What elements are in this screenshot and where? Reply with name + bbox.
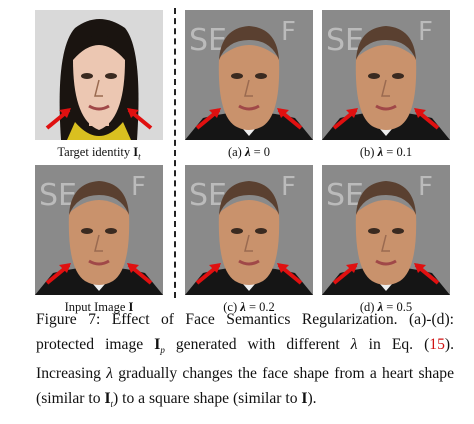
caption-symbol: λ — [106, 365, 113, 383]
dashed-separator — [174, 8, 176, 298]
caption: Figure 7: Effect of Face Semantics Regul… — [36, 308, 454, 416]
panel-label: (c) λ = 0.2 — [174, 300, 324, 315]
caption-text: gradually changes the face shape from a … — [36, 365, 454, 407]
caption-symbol: λ — [350, 335, 358, 353]
label-text: = 0.5 — [383, 300, 413, 314]
caption-text: in Eq. ( — [357, 335, 430, 353]
panel-label: (b) λ = 0.1 — [311, 145, 461, 160]
label-text: (d) — [359, 300, 378, 314]
label-symbol: λ — [240, 300, 246, 314]
svg-text:F: F — [281, 17, 296, 47]
label-text: = 0.1 — [383, 145, 413, 159]
face-photo — [35, 10, 163, 140]
caption-text: ). Increasing — [36, 335, 454, 383]
caption-symbol: I — [104, 389, 111, 407]
label-subscript: t — [138, 151, 141, 162]
caption-text: ) to a square shape (similar to — [113, 389, 302, 407]
label-symbol: λ — [244, 145, 251, 159]
caption-subscript: t — [110, 398, 114, 409]
label-text: = 0 — [250, 145, 271, 159]
panel-label: (a) λ = 0 — [174, 145, 324, 160]
label-text: (b) — [359, 145, 378, 159]
label-text: Target identity — [57, 145, 134, 159]
panel-label: Target identity It — [24, 145, 174, 162]
label-text: Input Image — [64, 300, 129, 314]
face-photo: SE F — [322, 165, 450, 295]
caption-text: generated with different — [164, 335, 351, 353]
panel-label: Input Image I — [24, 300, 174, 315]
label-text: (c) — [223, 300, 241, 314]
caption-text: Figure 7: Effect of Face Semantics Regul… — [36, 311, 454, 353]
label-symbol: I — [133, 145, 139, 159]
svg-text:F: F — [418, 17, 433, 47]
caption-subscript: p — [160, 344, 165, 355]
face-photo: SE F — [185, 10, 313, 140]
caption-symbol: I — [154, 335, 161, 353]
equation-ref[interactable]: 15 — [429, 335, 445, 353]
svg-text:F: F — [281, 172, 296, 202]
caption-text: ). — [307, 389, 317, 407]
caption-symbol: I — [301, 389, 308, 407]
label-symbol: I — [128, 300, 134, 314]
panel-label: (d) λ = 0.5 — [311, 300, 461, 315]
label-symbol: λ — [377, 300, 384, 314]
label-text: (a) — [227, 145, 245, 159]
svg-text:F: F — [418, 172, 433, 202]
face-photo: SE F — [185, 165, 313, 295]
label-text: = 0.2 — [245, 300, 275, 314]
face-photo: SE F — [35, 165, 163, 295]
svg-text:F: F — [131, 172, 146, 202]
label-symbol: λ — [377, 145, 384, 159]
face-photo: SE F — [322, 10, 450, 140]
